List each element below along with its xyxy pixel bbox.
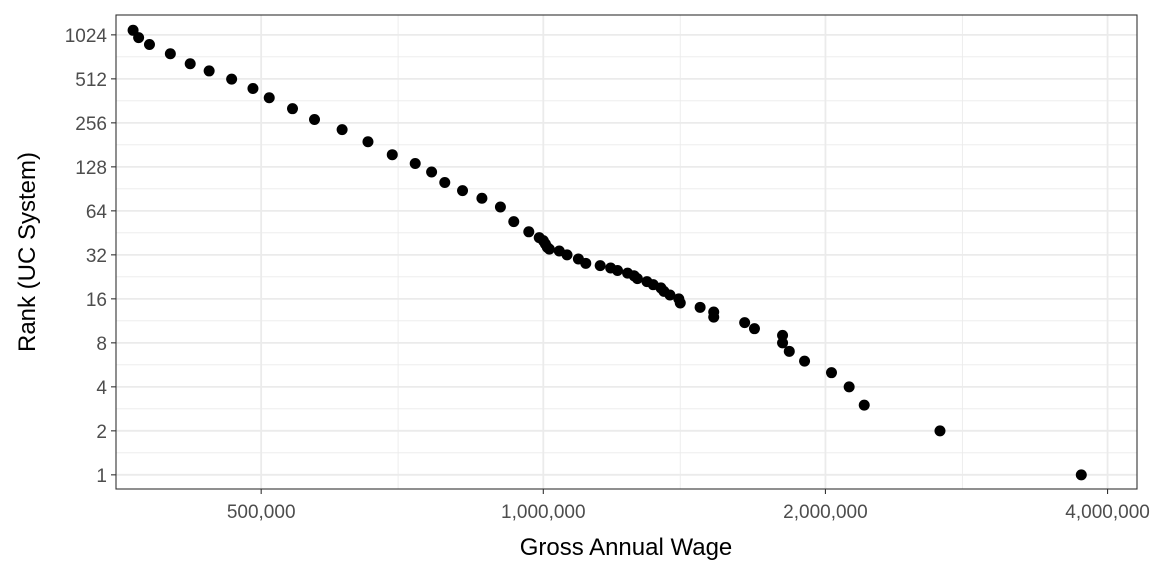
data-point xyxy=(426,166,438,178)
x-tick-label: 4,000,000 xyxy=(1065,502,1150,523)
data-point xyxy=(184,58,196,70)
data-point xyxy=(523,226,535,238)
data-point xyxy=(362,136,374,148)
data-point xyxy=(825,367,837,379)
x-tick-label: 500,000 xyxy=(227,502,296,523)
data-point xyxy=(476,192,488,204)
data-point xyxy=(1075,469,1087,481)
data-point xyxy=(572,253,584,265)
data-point xyxy=(799,355,811,367)
data-point xyxy=(739,317,751,329)
x-axis-title: Gross Annual Wage xyxy=(520,534,733,561)
x-tick-label: 1,000,000 xyxy=(501,502,586,523)
data-point xyxy=(708,306,720,318)
data-point xyxy=(777,329,789,341)
data-point xyxy=(843,381,855,393)
x-axis: 500,000 1,000,000 2,000,000 4,000,000 xyxy=(227,489,1150,523)
data-point xyxy=(605,262,617,274)
y-tick-label: 2 xyxy=(96,422,107,443)
y-tick-label: 64 xyxy=(86,202,108,223)
data-point xyxy=(287,103,299,115)
y-tick-label: 4 xyxy=(96,378,107,399)
y-tick-label: 256 xyxy=(75,114,107,135)
x-tick-label: 2,000,000 xyxy=(783,502,868,523)
data-point xyxy=(309,113,321,125)
grid-lines xyxy=(116,15,1137,489)
data-point xyxy=(336,124,348,136)
y-tick-label: 1024 xyxy=(65,26,108,47)
data-point xyxy=(127,24,139,36)
data-point xyxy=(263,92,275,104)
y-axis-title: Rank (UC System) xyxy=(14,152,41,352)
y-tick-label: 8 xyxy=(96,334,107,355)
data-point xyxy=(457,185,469,197)
data-point xyxy=(386,149,398,161)
data-point xyxy=(164,48,176,60)
y-tick-label: 1 xyxy=(96,466,107,487)
panel-border xyxy=(115,14,1138,490)
data-point xyxy=(858,399,870,411)
data-point xyxy=(934,425,946,437)
data-point xyxy=(553,245,565,257)
data-point xyxy=(226,73,238,85)
data-point xyxy=(143,38,155,50)
data-point xyxy=(409,157,421,169)
y-tick-label: 32 xyxy=(86,246,107,267)
data-point xyxy=(622,267,634,279)
y-tick-label: 512 xyxy=(75,70,107,91)
data-point xyxy=(783,345,795,357)
data-point xyxy=(673,293,685,305)
data-point xyxy=(508,216,520,228)
y-tick-label: 16 xyxy=(86,290,107,311)
data-point xyxy=(203,65,215,77)
data-point xyxy=(594,260,606,272)
data-point xyxy=(694,301,706,313)
data-points xyxy=(127,24,1087,481)
data-point xyxy=(533,232,545,244)
data-point xyxy=(439,177,451,189)
y-axis: 1 2 4 8 16 32 64 128 256 512 1024 xyxy=(65,26,116,487)
data-point xyxy=(247,82,259,94)
data-point xyxy=(641,276,653,288)
y-tick-label: 128 xyxy=(75,158,107,179)
plot-panel xyxy=(116,15,1137,489)
data-point xyxy=(748,323,760,335)
data-point xyxy=(494,201,506,213)
